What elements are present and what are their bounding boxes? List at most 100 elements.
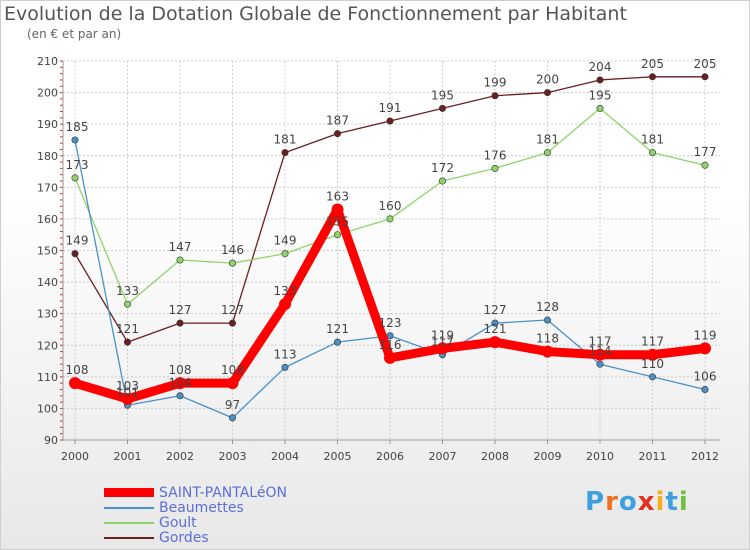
data-point-beaumettes <box>71 136 79 144</box>
y-tick-label: 100 <box>37 402 58 415</box>
legend-label: SAINT-PANTALéON <box>159 484 287 501</box>
y-tick-label: 180 <box>37 150 58 163</box>
y-tick-label: 150 <box>37 245 58 258</box>
data-label-goult: 133 <box>116 284 139 298</box>
x-tick-label: 2010 <box>586 450 614 463</box>
data-label-gordes: 121 <box>116 322 139 336</box>
data-point-goult <box>176 256 184 264</box>
data-label-saint-pantaleon: 163 <box>326 189 349 203</box>
data-point-gordes <box>438 104 446 112</box>
data-label-saint-pantaleon: 108 <box>66 363 89 377</box>
data-point-gordes <box>543 89 551 97</box>
data-label-beaumettes: 121 <box>326 322 349 336</box>
legend-swatch-goult <box>104 521 154 524</box>
data-point-beaumettes <box>333 338 341 346</box>
data-point-goult <box>438 177 446 185</box>
y-tick-label: 90 <box>44 434 58 447</box>
data-point-beaumettes <box>281 363 289 371</box>
data-label-goult: 149 <box>274 234 297 248</box>
x-tick-label: 2007 <box>429 450 457 463</box>
logo-letter: i <box>678 487 689 517</box>
data-label-beaumettes: 106 <box>694 369 717 383</box>
data-point-gordes <box>71 250 79 258</box>
logo-letter: x <box>637 487 656 517</box>
data-point-saint-pantaleon <box>384 351 396 364</box>
y-tick-label: 110 <box>37 371 58 384</box>
data-label-saint-pantaleon: 117 <box>641 335 664 349</box>
data-label-beaumettes: 114 <box>589 344 612 358</box>
data-point-beaumettes <box>229 414 237 422</box>
data-point-saint-pantaleon <box>174 377 186 390</box>
x-tick-label: 2002 <box>166 450 194 463</box>
y-tick-label: 190 <box>37 118 58 131</box>
legend-label: Gordes <box>159 529 209 546</box>
data-label-goult: 146 <box>221 243 244 257</box>
legend-item-gordes: Gordes <box>104 529 209 546</box>
x-tick-label: 2006 <box>376 450 404 463</box>
data-point-saint-pantaleon <box>331 203 344 216</box>
x-tick-label: 2003 <box>219 450 247 463</box>
y-tick-label: 170 <box>37 181 58 194</box>
data-label-gordes: 127 <box>169 303 192 317</box>
series-layer <box>69 73 711 422</box>
data-label-goult: 155 <box>326 215 349 229</box>
data-point-goult <box>386 215 394 223</box>
data-label-beaumettes: 127 <box>484 303 507 317</box>
data-label-beaumettes: 110 <box>641 357 664 371</box>
legend-item-goult: Goult <box>104 514 197 531</box>
data-label-goult: 176 <box>484 148 507 162</box>
legend-label: Goult <box>159 514 197 531</box>
data-label-goult: 177 <box>694 145 717 159</box>
data-point-saint-pantaleon <box>69 377 81 390</box>
data-label-beaumettes: 97 <box>225 398 240 412</box>
x-tick-label: 2000 <box>61 450 89 463</box>
logo-letter: o <box>618 487 638 517</box>
data-label-beaumettes: 113 <box>274 347 297 361</box>
y-tick-label: 210 <box>37 55 58 68</box>
axis-layer: 90 100 110 120 130 140 150 160 170 180 190 200 210 20… <box>37 55 720 463</box>
x-tick-label: 2008 <box>481 450 509 463</box>
data-point-goult <box>281 250 289 258</box>
data-point-goult <box>648 149 656 157</box>
y-tick-label: 200 <box>37 87 58 100</box>
proxiti-logo: Proxiti <box>585 487 689 517</box>
data-label-saint-pantaleon: 119 <box>694 328 717 342</box>
data-point-goult <box>71 174 79 182</box>
data-point-gordes <box>229 319 237 327</box>
data-point-goult <box>543 149 551 157</box>
data-point-gordes <box>386 117 394 125</box>
data-label-beaumettes: 123 <box>379 316 402 330</box>
x-tick-label: 2009 <box>534 450 562 463</box>
x-tick-label: 2011 <box>639 450 667 463</box>
data-label-gordes: 199 <box>484 76 507 90</box>
data-point-beaumettes <box>491 319 499 327</box>
legend-swatch-gordes <box>104 536 154 539</box>
data-point-gordes <box>701 73 709 81</box>
data-point-goult <box>333 231 341 239</box>
data-point-goult <box>229 259 237 267</box>
data-label-layer: 149 121 127 127 181 187 191 195 199 200 204 205 205 1… <box>66 57 717 412</box>
data-label-saint-pantaleon: 116 <box>379 338 402 352</box>
data-label-goult: 173 <box>66 158 89 172</box>
x-tick-label: 2004 <box>271 450 299 463</box>
chart-subtitle: (en € et par an) <box>27 27 122 41</box>
data-label-beaumettes: 104 <box>169 376 192 390</box>
data-label-saint-pantaleon: 103 <box>116 379 139 393</box>
data-label-saint-pantaleon: 108 <box>221 363 244 377</box>
data-point-gordes <box>648 73 656 81</box>
data-label-gordes: 187 <box>326 114 349 128</box>
data-point-gordes <box>176 319 184 327</box>
x-tick-label: 2005 <box>324 450 352 463</box>
data-point-saint-pantaleon <box>699 342 711 355</box>
data-point-goult <box>596 104 604 112</box>
x-tick-label: 2012 <box>691 450 719 463</box>
y-tick-label: 120 <box>37 339 58 352</box>
data-label-gordes: 191 <box>379 101 402 115</box>
data-point-saint-pantaleon <box>541 345 554 358</box>
logo-letter: i <box>655 487 666 517</box>
data-point-saint-pantaleon <box>121 392 134 405</box>
data-label-goult: 181 <box>641 133 664 147</box>
data-point-gordes <box>124 338 132 346</box>
data-point-beaumettes <box>701 385 709 393</box>
